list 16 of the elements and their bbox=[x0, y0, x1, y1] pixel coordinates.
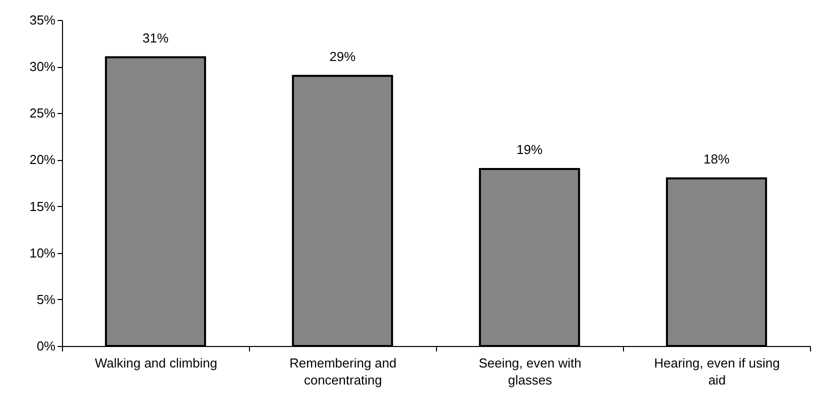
y-tick-label: 5% bbox=[36, 292, 56, 307]
data-label: 31% bbox=[142, 30, 169, 46]
x-tick-label: Hearing, even if using aid bbox=[654, 356, 780, 388]
y-tick-label: 15% bbox=[29, 198, 56, 214]
data-label: 19% bbox=[516, 142, 543, 158]
data-label: 29% bbox=[329, 48, 356, 64]
y-tick-label: 0% bbox=[36, 338, 56, 354]
x-tick-label: Remembering and concentrating bbox=[290, 356, 396, 388]
y-tick-label: 35% bbox=[29, 12, 56, 28]
y-tick-label: 10% bbox=[29, 245, 56, 260]
y-tick-label: 20% bbox=[29, 152, 56, 168]
y-tick-label: 30% bbox=[29, 59, 56, 74]
y-tick-label: 25% bbox=[29, 106, 56, 121]
data-label: 18% bbox=[703, 151, 730, 166]
x-tick-label: Seeing, even with glasses bbox=[478, 356, 582, 388]
x-tick-label: Walking and climbing bbox=[94, 356, 218, 370]
